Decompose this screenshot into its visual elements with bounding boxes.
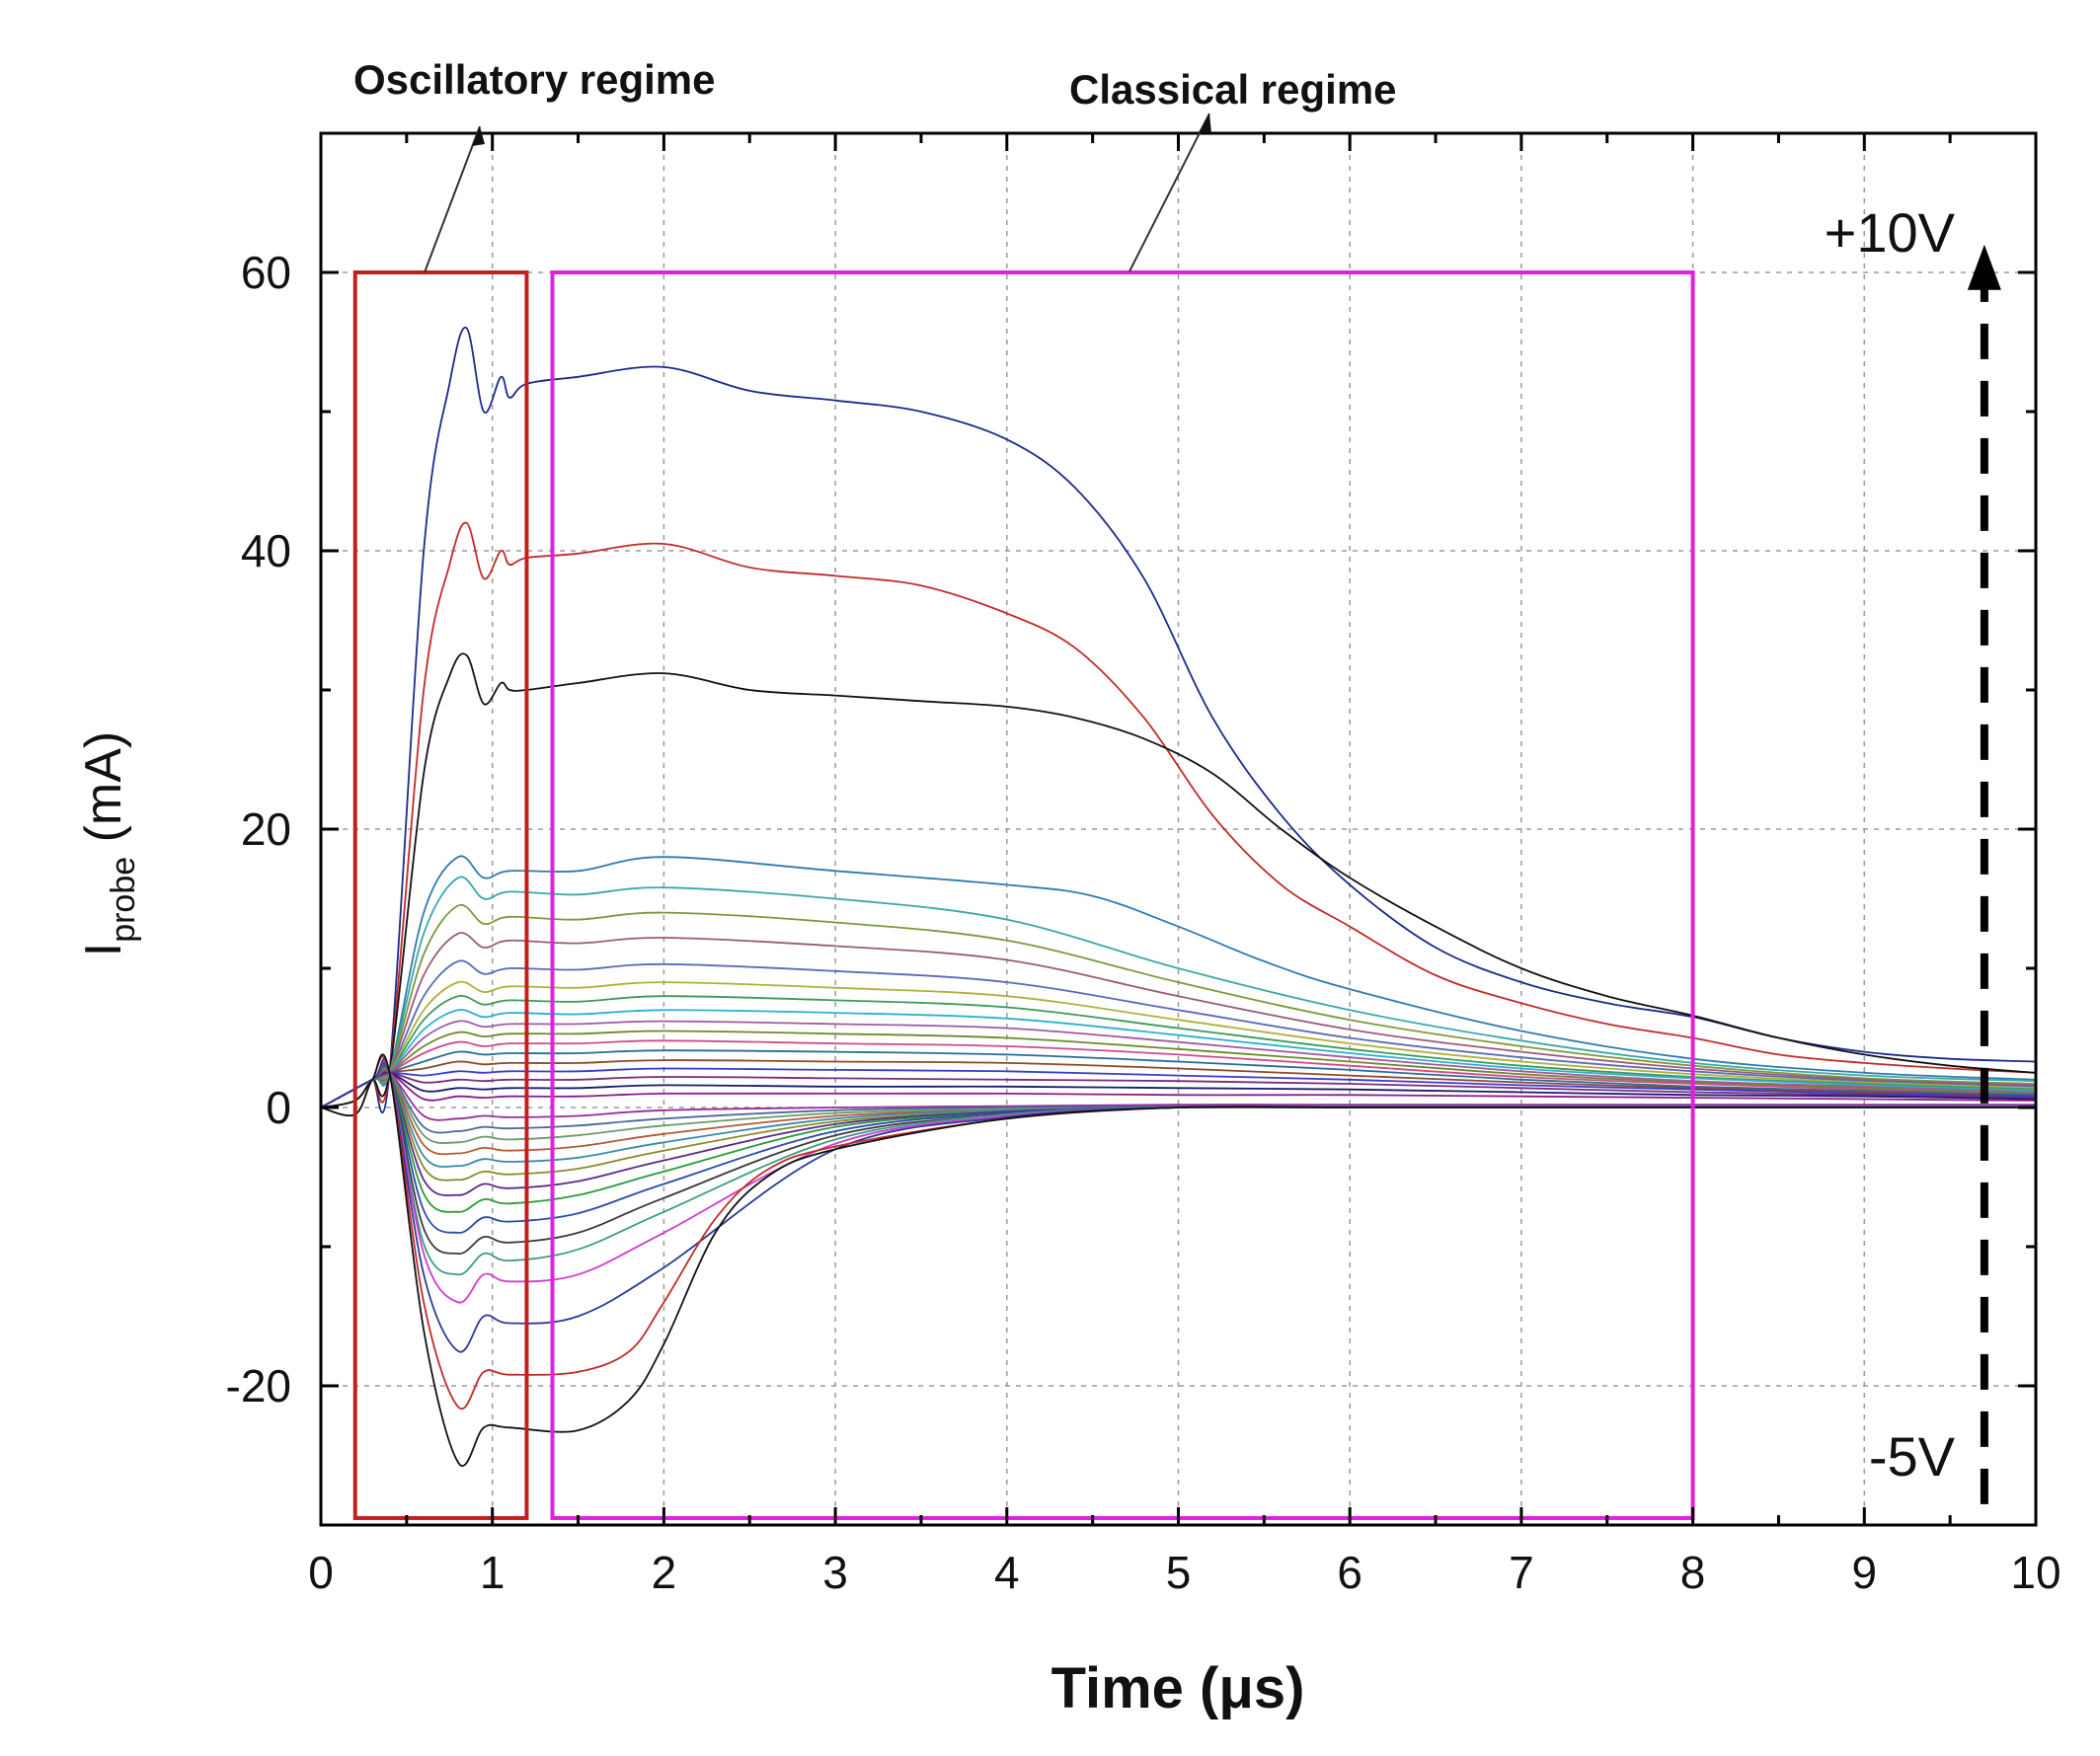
oscillatory-pointer-arrowhead bbox=[472, 126, 485, 146]
x-axis-title: Time (μs) bbox=[1051, 1656, 1305, 1720]
series-group bbox=[321, 326, 2036, 1467]
classical-regime-label: Classical regime bbox=[1069, 66, 1397, 113]
series-line bbox=[321, 1020, 2036, 1108]
series-line bbox=[321, 903, 2036, 1108]
series-line bbox=[321, 1053, 2036, 1467]
oscillatory-rect bbox=[352, 270, 529, 1520]
classical-pointer-line bbox=[1128, 113, 1210, 272]
series-line bbox=[321, 932, 2036, 1108]
x-tick-label: 2 bbox=[652, 1547, 677, 1598]
x-tick-label: 3 bbox=[822, 1547, 848, 1598]
x-tick-label: 6 bbox=[1337, 1547, 1362, 1598]
y-axis-title-main: I bbox=[75, 943, 132, 956]
series-line bbox=[321, 994, 2036, 1108]
series-line bbox=[321, 1009, 2036, 1108]
series-line bbox=[321, 1030, 2036, 1108]
y-axis-title-unit: (mA) bbox=[75, 731, 132, 857]
x-tick-label: 10 bbox=[2010, 1547, 2061, 1598]
series-line bbox=[321, 1070, 2036, 1108]
series-line bbox=[321, 1039, 2036, 1108]
y-axis-title: Iprobe (mA) bbox=[75, 731, 142, 957]
series-line bbox=[321, 876, 2036, 1108]
y-tick-label: 60 bbox=[241, 247, 291, 298]
y-tick-label: -20 bbox=[226, 1360, 291, 1412]
x-tick-label: 9 bbox=[1852, 1547, 1878, 1598]
series-line bbox=[321, 326, 2036, 1114]
oscillatory-pointer-line bbox=[424, 125, 481, 273]
series-line bbox=[321, 521, 2036, 1108]
series-line bbox=[321, 1059, 2036, 1108]
tick-labels: 0 1 2 3 4 5 6 7 8 9 10 -20 0 20 40 60 bbox=[226, 247, 2061, 1598]
voltage-high-label: +10V bbox=[1825, 201, 1956, 264]
y-axis-title-subscript: probe bbox=[105, 857, 142, 943]
series-line bbox=[321, 980, 2036, 1108]
series-line bbox=[321, 1071, 2036, 1108]
y-tick-label: 20 bbox=[241, 803, 291, 855]
series-line bbox=[321, 1071, 2036, 1108]
series-line bbox=[321, 1068, 2036, 1134]
classical-rect bbox=[550, 270, 1695, 1520]
x-tick-label: 1 bbox=[480, 1547, 506, 1598]
x-tick-label: 0 bbox=[308, 1547, 334, 1598]
classical-pointer-arrowhead bbox=[1199, 114, 1211, 133]
series-line bbox=[321, 959, 2036, 1108]
oscillatory-region-box bbox=[352, 270, 529, 1520]
voltage-low-label: -5V bbox=[1869, 1425, 1956, 1488]
x-tick-label: 4 bbox=[994, 1547, 1020, 1598]
series-line bbox=[321, 1067, 2036, 1108]
classical-region-box bbox=[550, 270, 1695, 1520]
series-line bbox=[321, 652, 2036, 1108]
oscillatory-regime-label: Oscillatory regime bbox=[353, 56, 716, 103]
y-tick-label: 0 bbox=[266, 1082, 291, 1133]
ticks bbox=[319, 131, 2038, 1527]
series-line bbox=[321, 1049, 2036, 1108]
x-tick-label: 5 bbox=[1166, 1547, 1192, 1598]
series-line bbox=[321, 1069, 2036, 1121]
series-line bbox=[321, 855, 2036, 1108]
x-tick-label: 8 bbox=[1680, 1547, 1706, 1598]
voltage-sweep-arrowhead bbox=[1967, 244, 2001, 290]
y-tick-label: 40 bbox=[241, 525, 291, 576]
x-tick-label: 7 bbox=[1509, 1547, 1534, 1598]
